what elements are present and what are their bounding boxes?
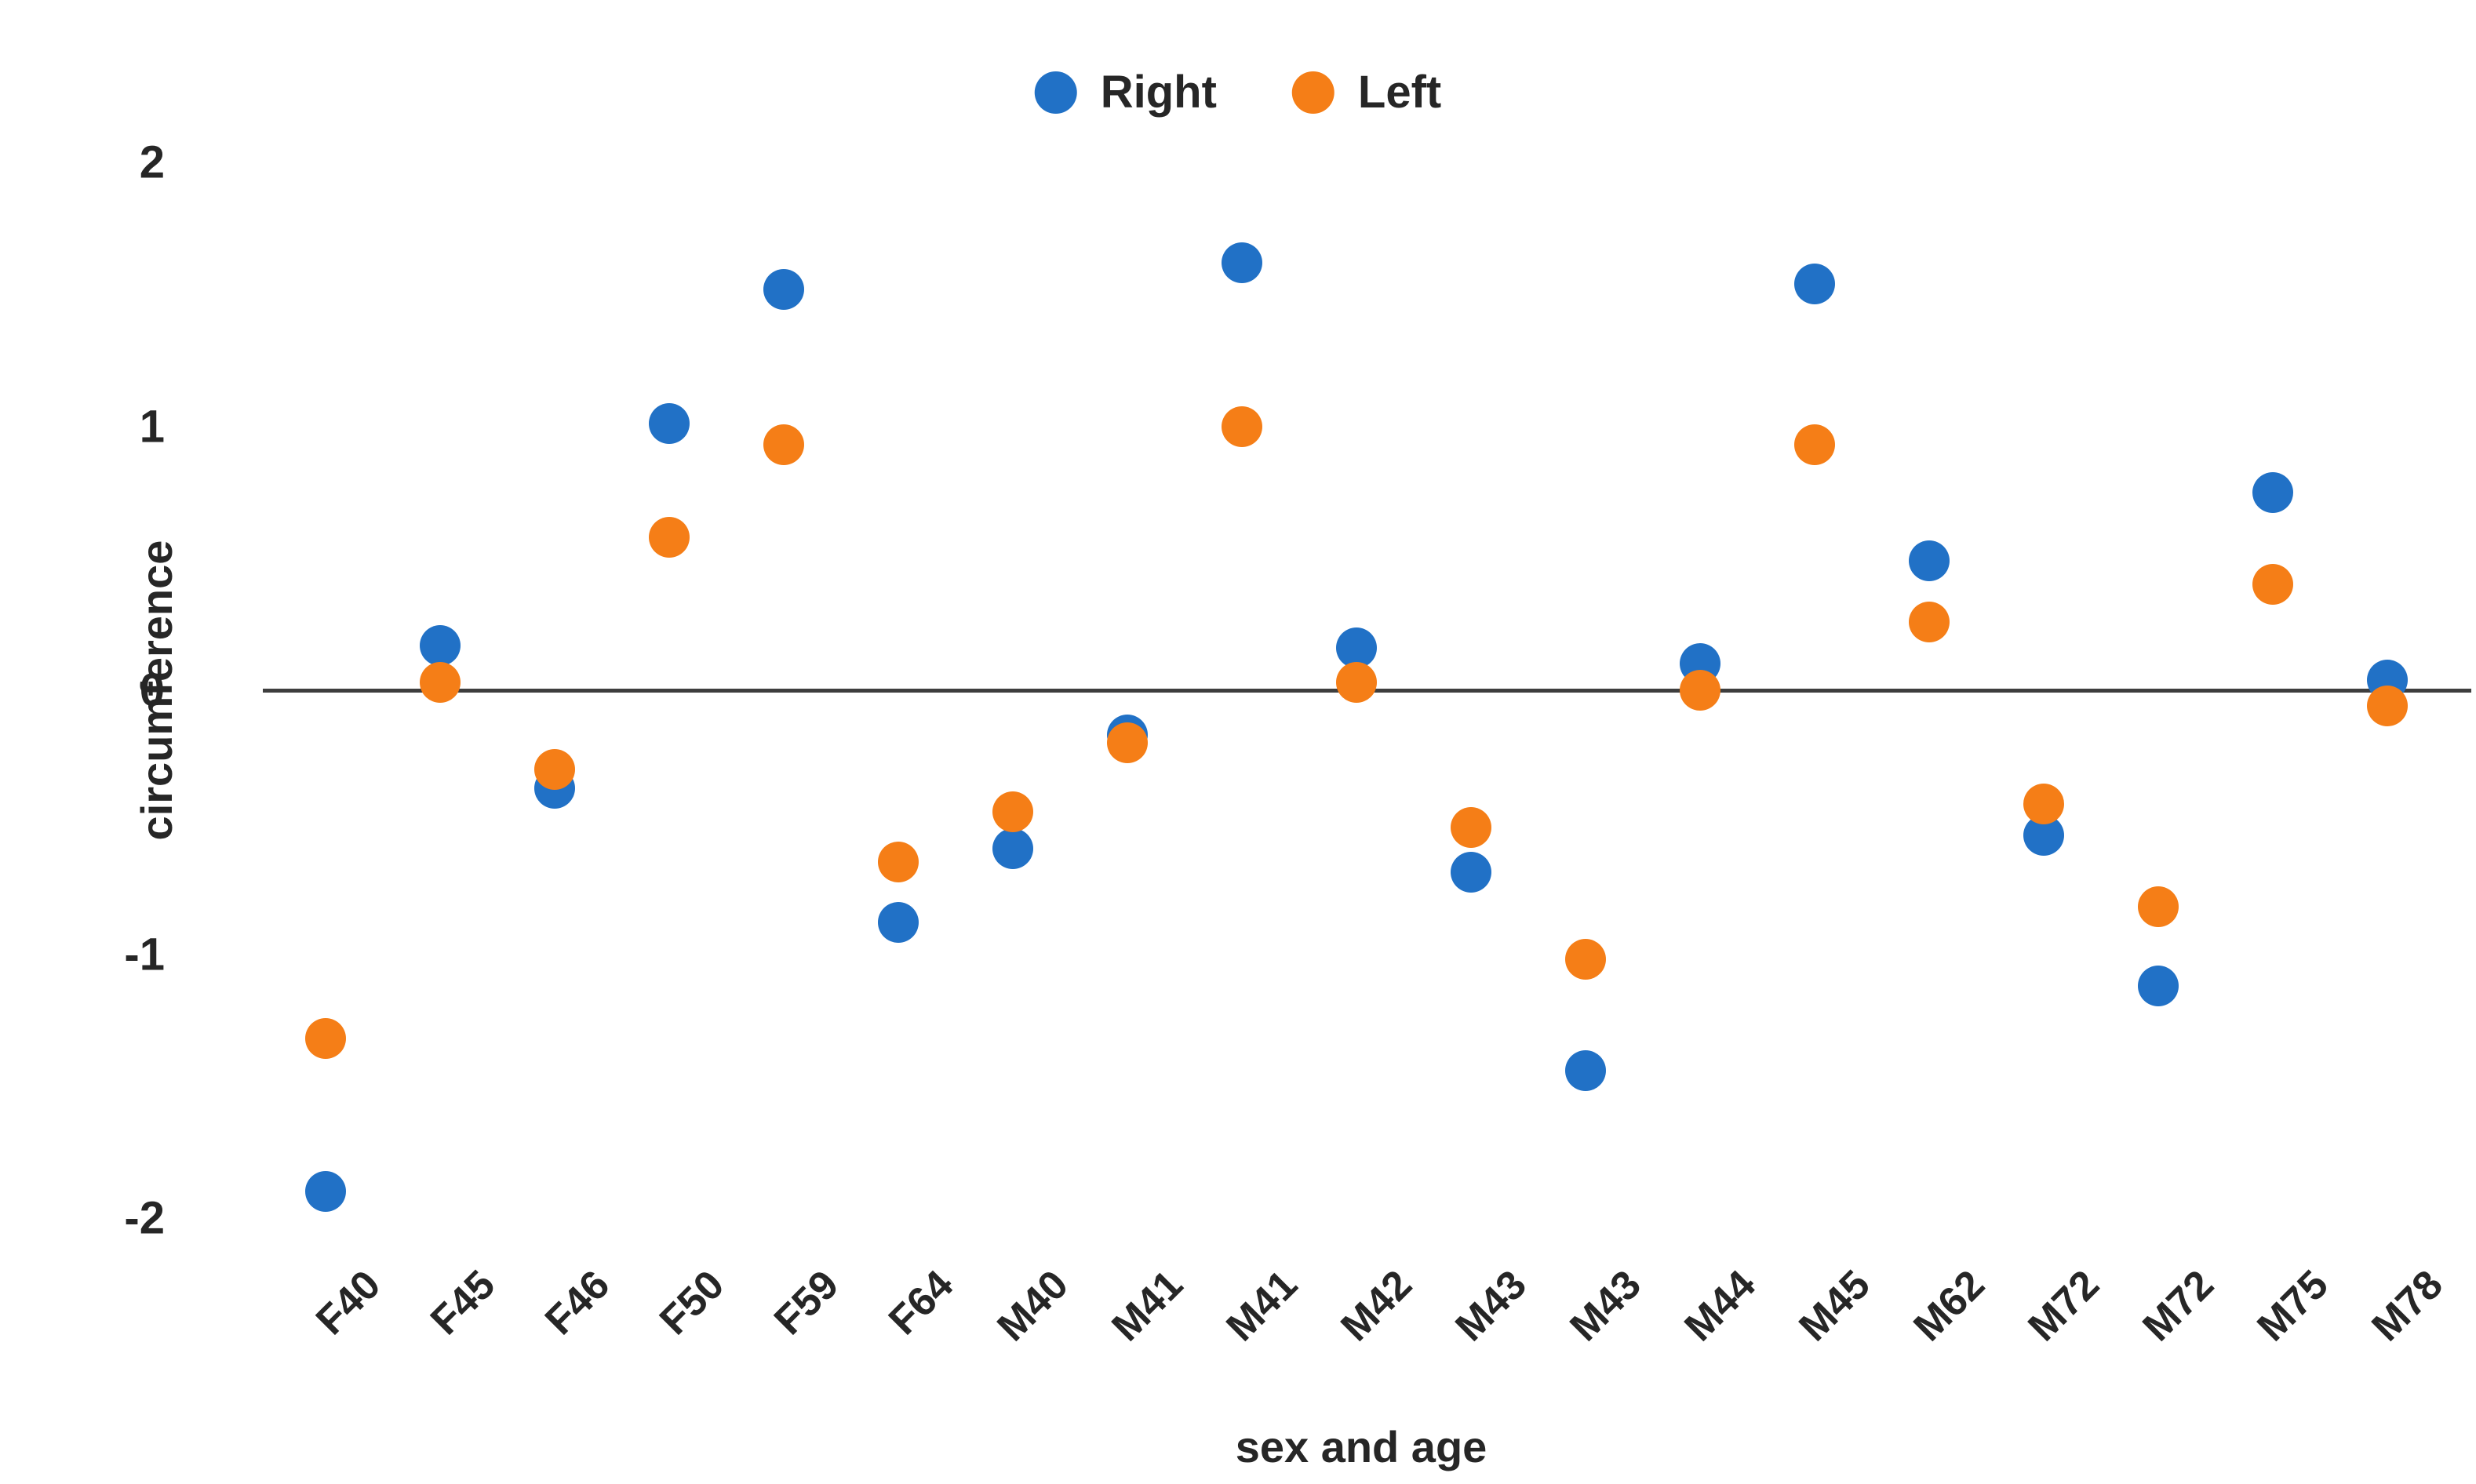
data-point-right bbox=[878, 902, 919, 944]
data-point-right bbox=[305, 1171, 346, 1213]
data-point-left bbox=[1451, 806, 1491, 848]
x-category-label: F64 bbox=[880, 1261, 963, 1344]
data-point-left bbox=[992, 791, 1033, 832]
y-tick-label: 1 bbox=[139, 401, 165, 452]
data-point-right bbox=[1451, 852, 1491, 893]
data-point-left bbox=[420, 661, 461, 703]
x-category-label: M43 bbox=[1447, 1261, 1535, 1351]
y-tick-label: 0 bbox=[139, 664, 165, 716]
data-point-right bbox=[1909, 540, 1950, 582]
x-category-label: M62 bbox=[1905, 1261, 1994, 1351]
x-category-label: M43 bbox=[1561, 1261, 1650, 1351]
x-category-label: F40 bbox=[308, 1261, 390, 1344]
data-point-right bbox=[649, 403, 690, 445]
x-category-label: M45 bbox=[1790, 1261, 1879, 1351]
x-category-label: M40 bbox=[989, 1261, 1077, 1351]
legend: Right Left bbox=[1034, 66, 1442, 118]
x-category-label: M42 bbox=[1332, 1261, 1421, 1351]
data-point-right bbox=[1794, 263, 1835, 304]
data-point-right bbox=[1565, 1049, 1606, 1091]
x-category-label: F50 bbox=[651, 1261, 734, 1344]
data-point-right bbox=[2138, 965, 2179, 1006]
legend-label-right: Right bbox=[1100, 67, 1217, 118]
x-category-label: F59 bbox=[766, 1261, 848, 1344]
data-point-left bbox=[2138, 886, 2179, 927]
y-tick-label: 2 bbox=[139, 136, 165, 188]
x-category-label: M72 bbox=[2134, 1261, 2223, 1351]
x-category-label: M78 bbox=[2363, 1261, 2452, 1351]
data-point-left bbox=[1222, 406, 1262, 447]
data-point-right bbox=[420, 624, 461, 666]
data-point-left bbox=[1107, 722, 1148, 764]
data-point-left bbox=[1336, 661, 1377, 703]
data-point-left bbox=[2023, 783, 2064, 824]
data-point-right bbox=[992, 827, 1033, 869]
data-point-right bbox=[2252, 471, 2293, 513]
x-category-label: M41 bbox=[1103, 1261, 1192, 1351]
x-category-label: M44 bbox=[1676, 1261, 1764, 1351]
data-point-left bbox=[2367, 686, 2408, 727]
data-point-left bbox=[1794, 424, 1835, 466]
x-category-label: F45 bbox=[422, 1261, 504, 1344]
data-point-left bbox=[649, 516, 690, 558]
data-point-right bbox=[1222, 242, 1262, 283]
data-point-left bbox=[878, 841, 919, 882]
legend-item-right: Right bbox=[1034, 66, 1217, 118]
right-series-dot-icon bbox=[1034, 71, 1077, 114]
data-point-left bbox=[534, 748, 575, 790]
data-point-right bbox=[763, 268, 804, 310]
data-point-right bbox=[1336, 627, 1377, 669]
y-tick-label: -2 bbox=[124, 1192, 165, 1244]
x-axis-title: sex and age bbox=[1235, 1422, 1487, 1471]
legend-label-left: Left bbox=[1357, 67, 1442, 118]
data-point-left bbox=[2252, 564, 2293, 606]
data-point-left bbox=[305, 1018, 346, 1060]
data-point-left bbox=[1680, 670, 1720, 711]
left-series-dot-icon bbox=[1291, 71, 1334, 114]
data-point-left bbox=[1565, 939, 1606, 980]
x-category-label: M72 bbox=[2019, 1261, 2108, 1351]
data-point-left bbox=[763, 424, 804, 466]
data-point-left bbox=[1909, 601, 1950, 642]
legend-item-left: Left bbox=[1291, 66, 1442, 118]
x-category-label: M75 bbox=[2248, 1261, 2337, 1351]
x-category-label: F46 bbox=[537, 1261, 619, 1344]
y-tick-label: -1 bbox=[124, 929, 165, 980]
x-category-label: M41 bbox=[1218, 1261, 1306, 1351]
